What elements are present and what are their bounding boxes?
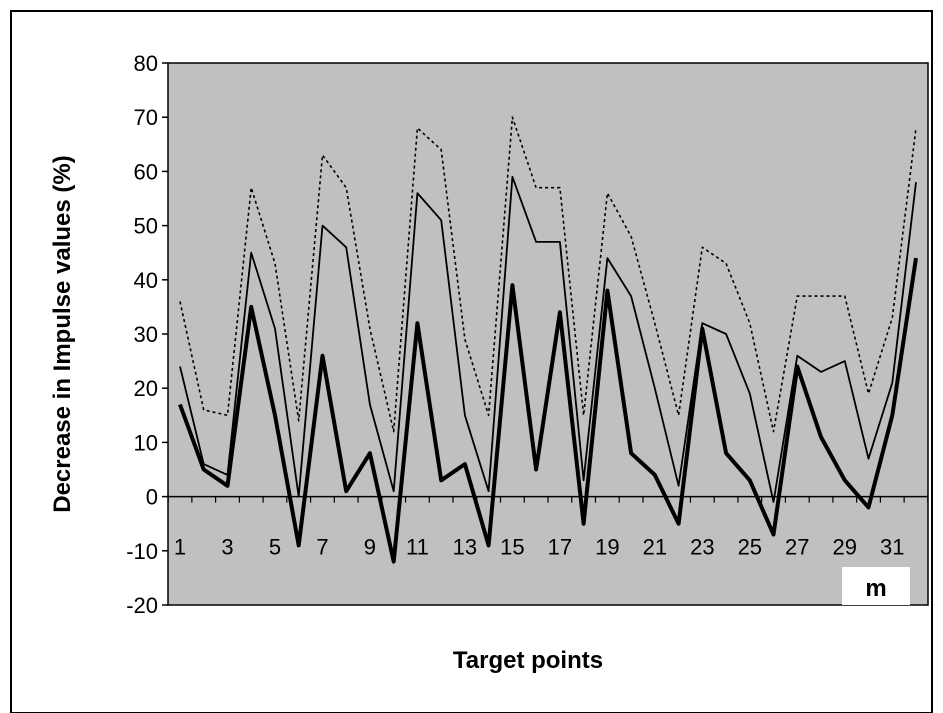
series-line-dotted <box>179 116 917 433</box>
y-tick-label: 10 <box>134 430 158 455</box>
x-tick-label: 19 <box>595 535 619 560</box>
x-tick-label: 1 <box>174 535 186 560</box>
series-line-thick <box>178 257 918 564</box>
x-tick-label: 29 <box>833 535 857 560</box>
x-tick-label: 11 <box>406 535 429 560</box>
x-tick-label: 5 <box>269 535 281 560</box>
y-tick-label: 30 <box>134 322 158 347</box>
y-tick-label: 40 <box>134 268 158 293</box>
y-tick-label: 20 <box>134 376 158 401</box>
x-tick-label: 9 <box>364 535 376 560</box>
y-axis-ticks: -20 -10 0 10 20 30 40 50 60 70 80 <box>126 51 168 618</box>
x-tick-label: 13 <box>453 535 477 560</box>
y-tick-label: 80 <box>134 51 158 76</box>
y-tick-label: 50 <box>134 214 158 239</box>
series-line-thin <box>179 175 917 503</box>
m-label: m <box>865 575 886 602</box>
x-tick-label: 21 <box>643 535 667 560</box>
y-tick-label: 70 <box>134 105 158 130</box>
x-tick-label: 23 <box>690 535 714 560</box>
x-tick-label: 27 <box>785 535 809 560</box>
x-tick-label: 17 <box>548 535 572 560</box>
y-axis-title: Decrease in Impulse values (%) <box>49 155 76 513</box>
x-tick-label: 25 <box>738 535 762 560</box>
x-tick-label: 15 <box>500 535 524 560</box>
x-tick-label: 31 <box>880 535 904 560</box>
x-axis-tick-labels: 1 3 5 7 9 11 13 15 17 19 21 23 25 27 29 31 <box>174 535 905 560</box>
y-tick-label: 60 <box>134 159 158 184</box>
x-tick-label: 7 <box>316 535 328 560</box>
plot-area <box>167 62 929 606</box>
x-tick-label: 3 <box>221 535 233 560</box>
y-tick-label: 0 <box>146 485 158 510</box>
y-tick-label: -20 <box>126 593 158 618</box>
x-axis-title: Target points <box>453 647 603 674</box>
y-tick-label: -10 <box>126 539 158 564</box>
m-label-box <box>842 567 910 605</box>
series-group <box>178 116 918 564</box>
